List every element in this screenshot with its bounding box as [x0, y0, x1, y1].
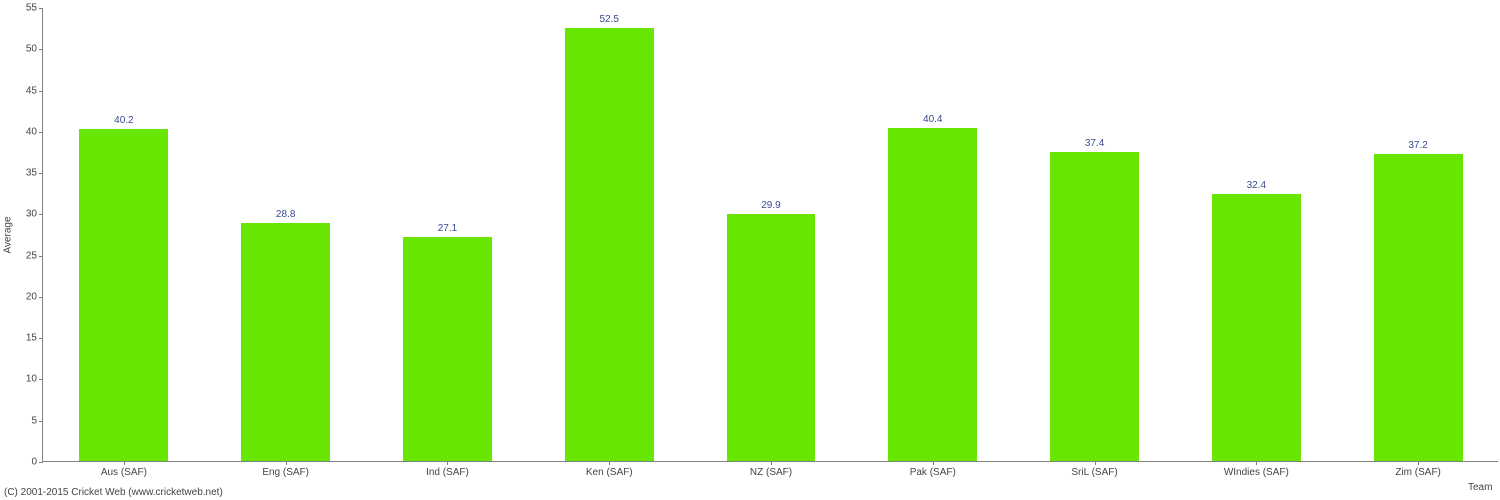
bar: 28.8 [241, 223, 330, 461]
bar-value-label: 37.4 [1085, 138, 1104, 153]
x-tick-label: Pak (SAF) [910, 461, 956, 478]
y-tick-label: 10 [26, 374, 43, 385]
x-tick-label: Ind (SAF) [426, 461, 469, 478]
bar: 52.5 [565, 28, 654, 461]
bar-value-label: 29.9 [761, 200, 780, 215]
y-tick-label: 5 [31, 415, 43, 426]
y-tick-label: 20 [26, 291, 43, 302]
y-tick-label: 0 [31, 457, 43, 468]
copyright-text: (C) 2001-2015 Cricket Web (www.cricketwe… [4, 487, 223, 498]
y-axis-label: Average [3, 216, 14, 253]
y-tick-label: 45 [26, 85, 43, 96]
bar-value-label: 40.4 [923, 114, 942, 129]
x-tick-label: Ken (SAF) [586, 461, 633, 478]
x-tick-label: Zim (SAF) [1395, 461, 1441, 478]
x-tick-label: NZ (SAF) [750, 461, 792, 478]
x-tick-label: Eng (SAF) [262, 461, 309, 478]
y-tick-label: 40 [26, 126, 43, 137]
bar: 40.4 [888, 128, 977, 461]
bar: 37.4 [1050, 152, 1139, 461]
bar-value-label: 28.8 [276, 209, 295, 224]
y-tick-label: 50 [26, 44, 43, 55]
bar-value-label: 32.4 [1247, 180, 1266, 195]
y-tick-label: 55 [26, 3, 43, 14]
bar-value-label: 52.5 [599, 14, 618, 29]
bar: 40.2 [79, 129, 168, 461]
y-tick-label: 35 [26, 168, 43, 179]
plot-area: 0510152025303540455055Aus (SAF)40.2Eng (… [42, 8, 1498, 462]
x-axis-label: Team [1468, 482, 1492, 493]
bar: 32.4 [1212, 194, 1301, 461]
y-tick-label: 25 [26, 250, 43, 261]
bar-value-label: 37.2 [1408, 140, 1427, 155]
bar: 27.1 [403, 237, 492, 461]
x-tick-label: Aus (SAF) [101, 461, 147, 478]
bar-value-label: 27.1 [438, 223, 457, 238]
y-tick-label: 15 [26, 333, 43, 344]
bar: 37.2 [1374, 154, 1463, 461]
x-tick-label: WIndies (SAF) [1224, 461, 1289, 478]
x-tick-label: SriL (SAF) [1071, 461, 1117, 478]
y-tick-label: 30 [26, 209, 43, 220]
bar: 29.9 [727, 214, 816, 461]
chart-container: 0510152025303540455055Aus (SAF)40.2Eng (… [0, 0, 1500, 500]
bar-value-label: 40.2 [114, 115, 133, 130]
